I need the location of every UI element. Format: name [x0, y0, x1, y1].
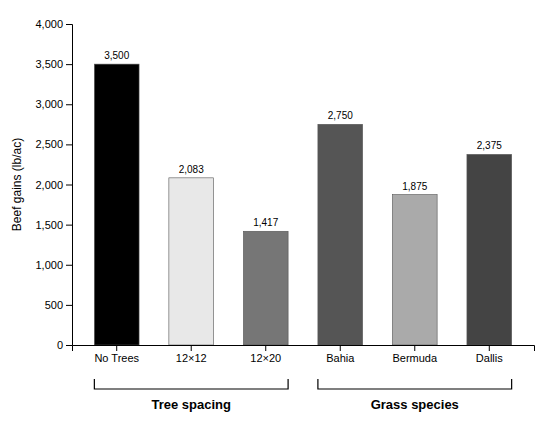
- y-tick-mark: [66, 345, 72, 346]
- bar: [318, 124, 363, 345]
- bar: [467, 154, 512, 345]
- x-tick: Dallis: [476, 345, 503, 364]
- y-tick: 0: [57, 339, 72, 351]
- bar: [243, 231, 288, 345]
- y-tick-label: 4,000: [35, 18, 63, 30]
- x-tick: Bermuda: [392, 345, 438, 364]
- x-tick-mark: [340, 345, 341, 351]
- x-axis: No Trees 12×12 12×20 Bahia Bermuda Dallis: [73, 345, 535, 364]
- x-tick: 12×12: [176, 345, 207, 364]
- x-tick: No Trees: [94, 345, 139, 364]
- x-tick-label: 12×20: [250, 352, 281, 364]
- y-axis-title: Beef gains (lb/ac): [10, 138, 24, 231]
- bracket: [318, 379, 512, 389]
- bar: [392, 195, 437, 345]
- x-tick-label: Bahia: [326, 352, 355, 364]
- chart: 0 500 1,000 1,500 2,000 2,500 3,000 3,500 4,000 N…: [0, 0, 550, 441]
- group-brackets: Tree spacing Grass species: [94, 379, 511, 412]
- bar: [169, 178, 214, 345]
- x-tick-mark: [414, 345, 415, 351]
- x-tick-mark: [116, 345, 117, 351]
- data-label: 2,375: [477, 140, 502, 151]
- x-tick-mark: [265, 345, 266, 351]
- data-labels: 3,500 2,083 1,417 2,750 1,875 2,375: [104, 50, 502, 228]
- y-tick: 1,500: [35, 219, 72, 231]
- y-axis: 0 500 1,000 1,500 2,000 2,500 3,000 3,500 4,000: [35, 18, 72, 351]
- group-label: Tree spacing: [151, 397, 231, 412]
- y-tick-label: 1,500: [35, 219, 63, 231]
- data-label: 1,417: [253, 217, 278, 228]
- y-tick-mark: [66, 104, 72, 105]
- x-tick-label: 12×12: [176, 352, 207, 364]
- x-tick-mark: [191, 345, 192, 351]
- y-tick: 2,000: [35, 179, 72, 191]
- data-label: 2,750: [328, 110, 353, 121]
- x-tick-mark: [489, 345, 490, 351]
- y-tick-label: 500: [45, 299, 63, 311]
- y-tick-label: 2,000: [35, 179, 63, 191]
- y-tick-mark: [66, 185, 72, 186]
- bar: [94, 64, 139, 345]
- x-tick: Bahia: [326, 345, 355, 364]
- y-axis-line: [66, 25, 73, 346]
- y-tick: 3,000: [35, 98, 72, 110]
- y-tick: 2,500: [35, 138, 72, 150]
- data-label: 3,500: [104, 50, 129, 61]
- y-tick-mark: [66, 144, 72, 145]
- x-tick-label: Dallis: [476, 352, 503, 364]
- y-tick-label: 2,500: [35, 138, 63, 150]
- plot: 0 500 1,000 1,500 2,000 2,500 3,000 3,500 4,000 N…: [35, 18, 534, 412]
- y-tick-mark: [66, 24, 72, 25]
- y-tick-label: 3,500: [35, 58, 63, 70]
- bracket: [94, 379, 288, 389]
- group-label: Grass species: [371, 397, 459, 412]
- y-tick: 500: [45, 299, 72, 311]
- x-tick-label: No Trees: [94, 352, 139, 364]
- y-tick-label: 0: [57, 339, 63, 351]
- y-tick-mark: [66, 265, 72, 266]
- y-tick-label: 3,000: [35, 98, 63, 110]
- data-label: 1,875: [402, 181, 427, 192]
- y-tick: 1,000: [35, 259, 72, 271]
- y-tick-label: 1,000: [35, 259, 63, 271]
- bars: [94, 64, 511, 345]
- y-tick-mark: [66, 305, 72, 306]
- y-tick: 3,500: [35, 58, 72, 70]
- data-label: 2,083: [179, 164, 204, 175]
- x-tick-label: Bermuda: [392, 352, 438, 364]
- y-tick: 4,000: [35, 18, 72, 30]
- y-tick-mark: [66, 64, 72, 65]
- x-tick: 12×20: [250, 345, 281, 364]
- x-axis-line: [73, 346, 535, 352]
- y-tick-mark: [66, 225, 72, 226]
